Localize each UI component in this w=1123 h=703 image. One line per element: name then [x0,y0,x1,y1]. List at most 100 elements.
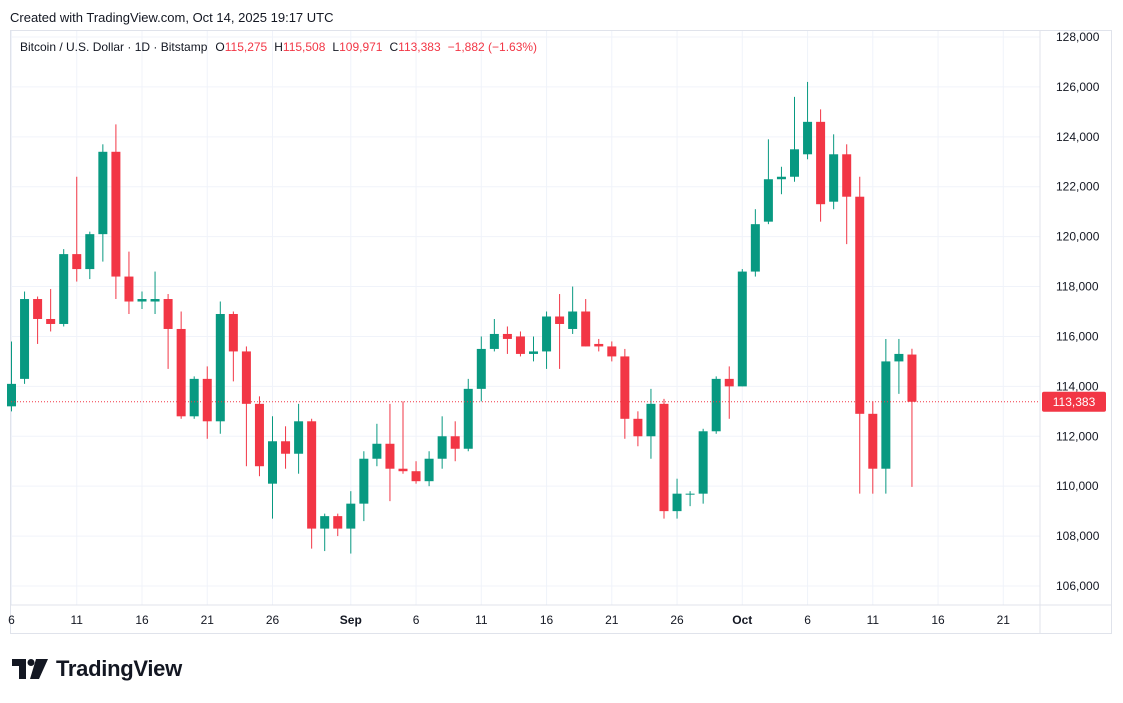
candle-body [594,343,604,347]
candle-body [542,316,552,352]
candle [581,299,591,347]
x-tick-label: 21 [201,613,215,627]
candle-body [790,149,799,177]
candle-body [881,361,891,469]
x-tick-label: 16 [931,613,945,627]
candle [816,109,826,222]
candle-body [215,313,225,422]
x-tick-label: 11 [71,613,84,627]
candle [868,401,878,494]
candle [698,428,708,504]
y-tick-label: 114,000 [1056,379,1099,393]
candle [176,311,186,419]
candle-body [750,224,760,272]
candle-body [254,403,264,467]
candle [803,81,813,160]
candle [555,294,565,369]
candles [7,81,917,554]
tradingview-logo-text: TradingView [56,656,182,681]
candle-body [241,351,251,404]
candle-body [268,441,277,484]
candle-body [855,196,865,414]
candle-body [411,471,421,482]
close-value: 113,383 [398,40,441,54]
candle-body [33,299,43,319]
candle-body [372,443,382,459]
candle-body [724,378,734,387]
candle-body [763,179,773,222]
candle-body [320,516,330,529]
candle [241,346,251,467]
candle [124,251,134,314]
candle [7,341,16,412]
y-tick-label: 120,000 [1056,230,1100,244]
x-tick-label: 21 [997,613,1011,627]
candle-body [907,354,917,402]
candle-body [842,154,852,197]
x-tick-label: 6 [804,613,811,627]
candle [646,388,656,459]
candle-body [20,299,30,379]
candle-body [333,516,343,529]
candle [228,311,238,382]
candle [150,271,160,314]
candle [763,139,773,225]
x-tick-label: 26 [266,613,280,627]
grid-lines [11,31,1040,605]
x-tick-label: 21 [605,613,619,627]
candle-body [189,378,199,417]
y-tick-label: 118,000 [1056,280,1099,294]
candle-body [150,299,160,302]
ohlc-legend: Bitcoin / U.S. Dollar · 1D · Bitstamp O 1… [20,40,544,54]
candle-body [59,254,69,324]
candle [633,411,643,447]
candle-body [776,176,786,180]
candle [672,478,682,519]
candle [776,166,786,195]
candle [737,269,747,387]
y-tick-label: 106,000 [1056,579,1100,593]
candle [137,291,147,310]
candle-body [281,441,291,454]
candle [659,398,669,519]
candle [59,249,69,327]
close-key: C [389,40,399,54]
candle [790,96,799,182]
candle [385,403,395,502]
candle-body [581,311,591,347]
candle-body [633,418,643,437]
candle [881,338,891,494]
open-key: O [215,40,225,54]
x-tick-label: 16 [540,613,554,627]
y-tick-label: 112,000 [1056,429,1099,443]
candle-body [502,333,512,339]
candle [750,209,760,277]
candle [268,416,277,519]
candle [724,366,734,419]
candle-body [450,436,460,449]
candle-body [868,413,878,469]
candle [907,348,917,487]
candle-body [685,493,695,495]
candle-body [646,403,656,437]
symbol-title[interactable]: Bitcoin / U.S. Dollar · 1D · Bitstamp [20,40,208,54]
candle-body [515,336,525,354]
candle [711,376,721,434]
candle [254,396,264,477]
candle [515,331,525,357]
candle [398,401,408,474]
y-tick-label: 116,000 [1056,329,1099,343]
candle [411,461,421,484]
candle [46,289,56,332]
candle [855,176,865,494]
tradingview-logo[interactable]: TradingView [12,656,182,682]
candle-body [607,346,617,357]
last-price-label: 113,383 [1053,395,1096,409]
candle [476,336,486,402]
y-tick-label: 122,000 [1056,180,1100,194]
candle-body [476,348,486,389]
chart-frame[interactable] [10,30,1112,634]
candle-body [737,271,747,387]
candle [215,301,225,434]
